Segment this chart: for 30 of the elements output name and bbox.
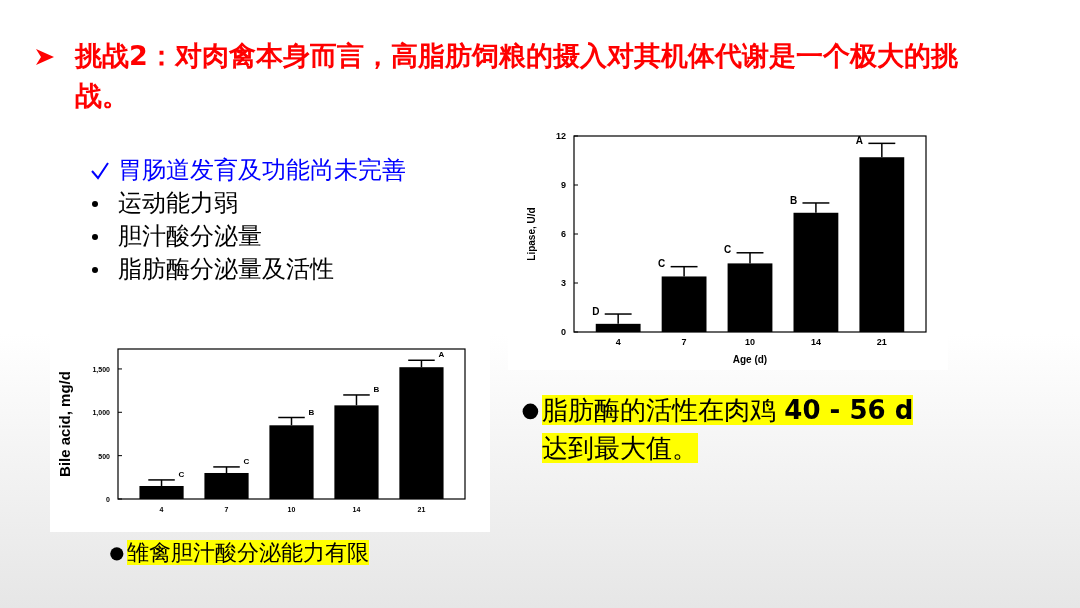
annotation: C <box>178 470 185 480</box>
y-tick-label: 0 <box>560 327 566 337</box>
x-tick-label: 7 <box>681 337 687 347</box>
annotation: B <box>789 194 798 206</box>
y-tick-label: 9 <box>560 180 566 190</box>
text: 挑战2：对肉禽本身而言，高脂肪饲粮的摄入对其机体代谢是一个极大的挑战。 <box>75 39 959 113</box>
text: 胃肠道发育及功能尚未完善 <box>118 155 406 185</box>
x-axis-title: Age (d) <box>732 354 768 365</box>
x-tick-label: 14 <box>810 337 821 347</box>
x-tick-label: 21 <box>876 337 887 347</box>
text: 运动能力弱 <box>118 188 238 218</box>
text: 脂肪酶的活性在肉鸡 40 - 56 d 达到最大值。 <box>542 395 914 463</box>
annotation: B <box>308 407 315 417</box>
x-tick-label: 4 <box>615 337 621 347</box>
annotation: C <box>243 457 250 467</box>
y-axis-title: Lipase, U/d <box>526 207 537 261</box>
y-axis-title: Bile acid, mg/d <box>56 371 73 477</box>
annotation: A <box>855 134 864 146</box>
annotation: B <box>373 385 380 395</box>
text: 脂肪酶分泌量及活性 <box>118 254 334 284</box>
y-tick-label: 6 <box>560 229 566 239</box>
x-tick-label: 10 <box>744 337 756 347</box>
y-tick-label: 3 <box>560 278 566 288</box>
annotation: A <box>438 350 445 360</box>
annotation: C <box>723 244 732 256</box>
annotation: C <box>658 258 666 270</box>
text: 胆汁酸分泌量 <box>118 221 262 251</box>
text: 雏禽胆汁酸分泌能力有限 <box>126 540 369 565</box>
y-tick-label: 12 <box>555 131 566 141</box>
annotation: D <box>592 305 600 317</box>
